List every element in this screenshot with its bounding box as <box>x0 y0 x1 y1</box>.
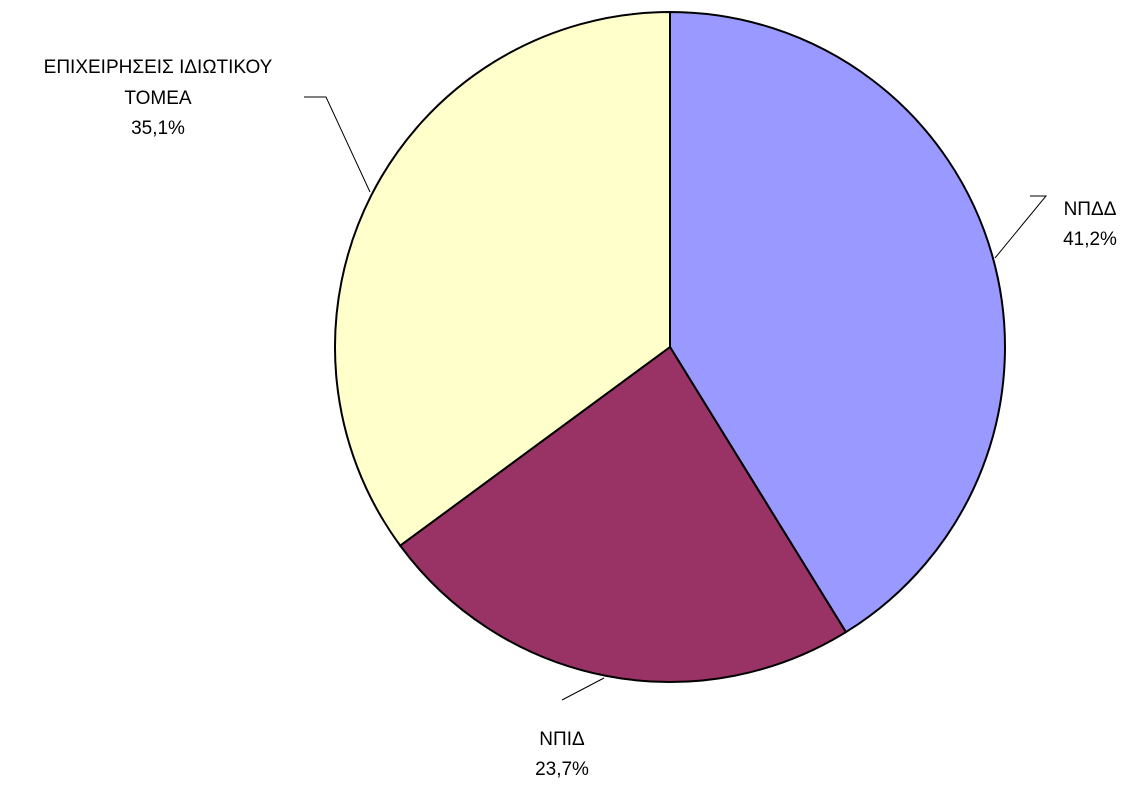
leader-line <box>994 195 1048 259</box>
leader-lines <box>304 96 1048 701</box>
slice-value-label: 35,1% <box>131 118 185 139</box>
leader-line <box>304 96 371 193</box>
pie-slice <box>398 345 848 683</box>
slice-name-label: ΝΠΙΔ <box>539 729 585 750</box>
slice-label: ΝΠΙΔ 23,7% <box>535 729 589 780</box>
slice-labels: ΝΠΔΔ 41,2% ΝΠΙΔ 23,7% ΕΠΙΧΕΙΡΗΣΕΙΣ ΙΔΙΩΤΙΚΟΥ… <box>44 57 1117 780</box>
slice-name-label: ΤΟΜΕΑ <box>124 88 192 109</box>
pie-slice <box>333 10 671 548</box>
leader-line <box>561 677 605 701</box>
pie-slice <box>669 10 1006 634</box>
slice-label: ΕΠΙΧΕΙΡΗΣΕΙΣ ΙΔΙΩΤΙΚΟΥ ΤΟΜΕΑ 35,1% <box>44 57 273 139</box>
slice-name-label: ΝΠΔΔ <box>1064 199 1117 220</box>
slice-value-label: 23,7% <box>535 759 589 780</box>
slice-name-label: ΕΠΙΧΕΙΡΗΣΕΙΣ ΙΔΙΩΤΙΚΟΥ <box>44 57 273 78</box>
slice-label: ΝΠΔΔ 41,2% <box>1063 199 1117 250</box>
slice-value-label: 41,2% <box>1063 229 1117 250</box>
pie-slices <box>333 10 1006 683</box>
